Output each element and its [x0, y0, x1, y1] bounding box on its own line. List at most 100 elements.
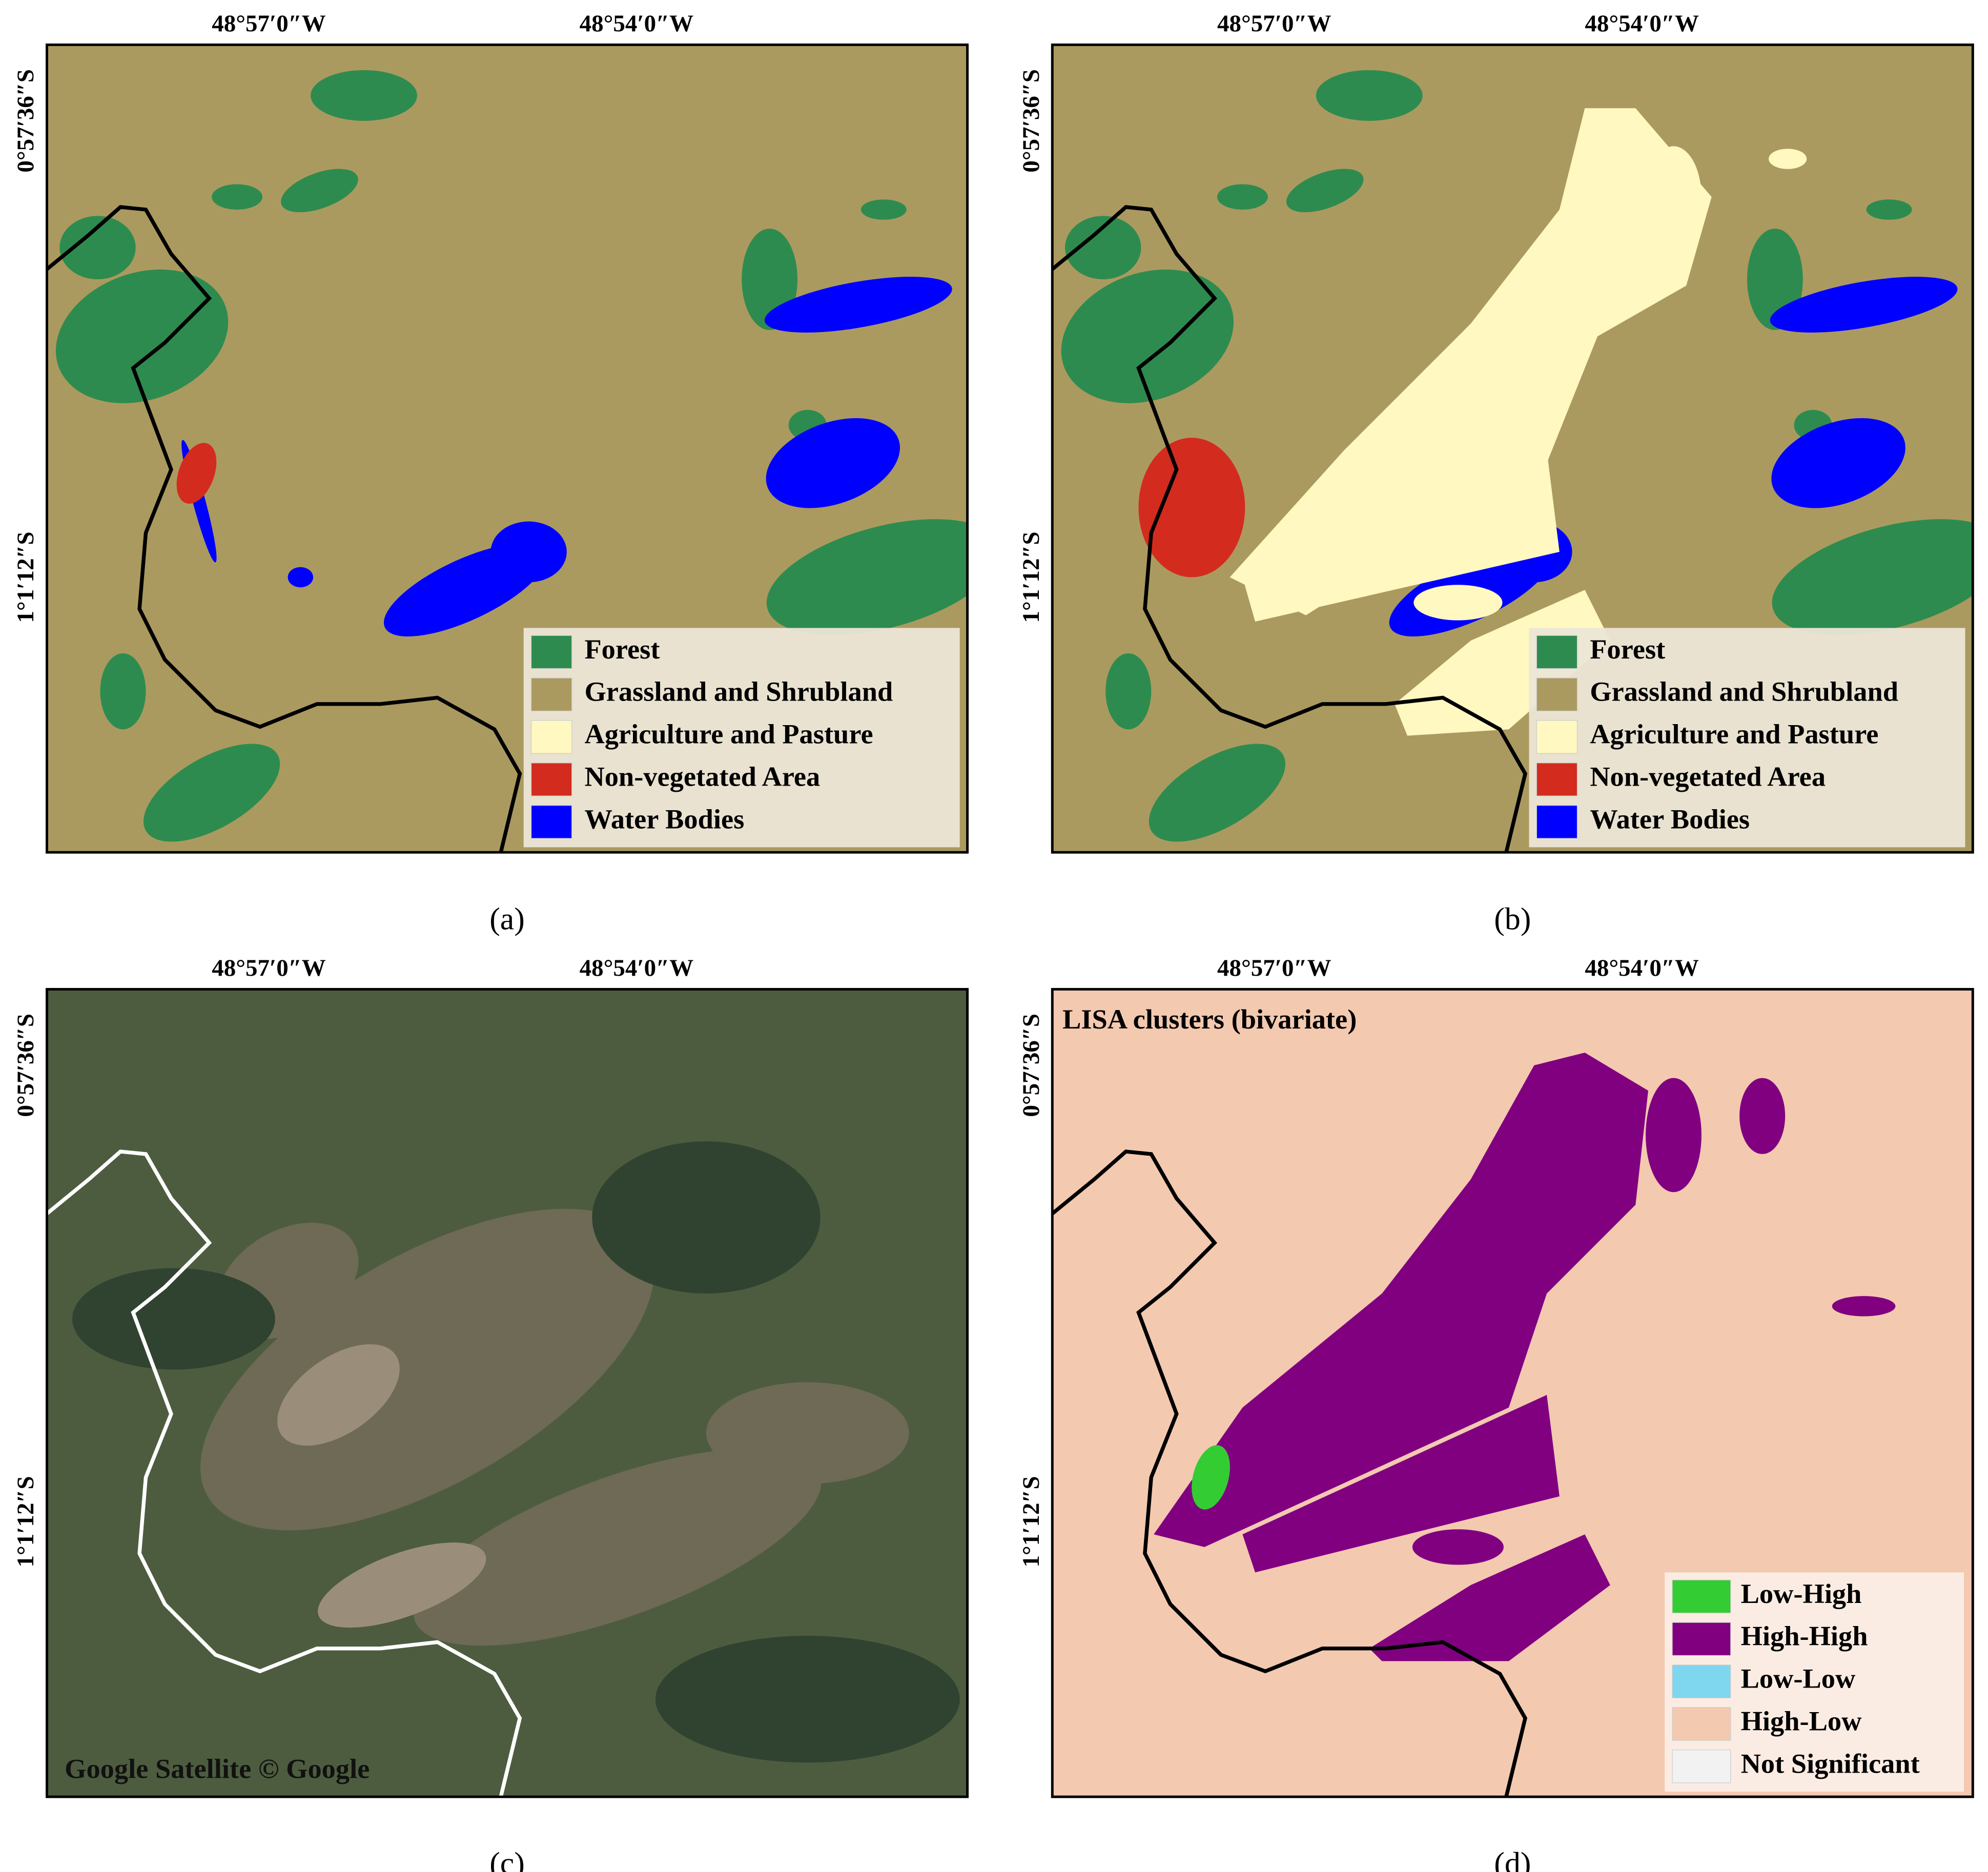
map-patch [318, 1542, 486, 1628]
legend-swatch [530, 720, 572, 754]
map-patch [764, 277, 952, 333]
legend-swatch [530, 805, 572, 839]
legend-swatch [1536, 635, 1578, 669]
legend-label: Forest [1590, 634, 1665, 665]
map-patch [1832, 1296, 1896, 1316]
map-patch [766, 519, 968, 635]
legend: Forest Grassland and Shrubland Agriculture… [1529, 628, 1965, 848]
x-coordinate-label: 48°57′0″W [212, 955, 325, 981]
map-patch [55, 269, 229, 403]
map-patch [277, 1344, 400, 1446]
panel-label: (d) [1494, 1846, 1531, 1872]
legend-box [523, 628, 960, 848]
map-patch [72, 1268, 275, 1370]
legend-label: Non-vegetated Area [584, 761, 820, 792]
map-patch [1772, 519, 1973, 635]
map-frame [1051, 988, 1974, 1798]
map-patch [281, 169, 358, 213]
y-coordinate-label: 0°57′36″S [12, 1014, 39, 1117]
y-coordinate-label: 1°1′12″S [12, 531, 39, 623]
map-patch [1646, 1078, 1702, 1192]
boundary-line [47, 1149, 522, 1797]
x-coordinate-label: 48°57′0″W [1217, 955, 1331, 981]
x-coordinate-label: 48°54′0″W [1585, 955, 1698, 981]
map-area [1229, 108, 1712, 615]
legend-label: High-High [1741, 1621, 1868, 1652]
legend-label: Low-Low [1741, 1663, 1856, 1694]
map-patch [1061, 269, 1234, 403]
legend-swatch [1672, 1622, 1731, 1656]
legend-label: Water Bodies [1590, 804, 1750, 834]
map-patch [1646, 146, 1702, 248]
map-patch [311, 70, 417, 121]
legend-label: Non-vegetated Area [1590, 761, 1826, 792]
legend-label: Agriculture and Pasture [1590, 719, 1878, 750]
x-coordinate-label: 48°54′0″W [580, 10, 693, 37]
panel-label: (a) [489, 901, 525, 936]
map-patch [288, 567, 314, 588]
map-patch [413, 1448, 822, 1646]
panel-label: (b) [1494, 901, 1531, 936]
y-coordinate-label: 0°57′36″S [1018, 69, 1044, 173]
map-patch [1217, 184, 1268, 210]
map-patch [176, 443, 217, 504]
map-patch [1770, 277, 1958, 333]
map-patch [1769, 149, 1807, 169]
map-patch [655, 1636, 960, 1763]
legend-label: Water Bodies [584, 804, 744, 834]
map-patch [1771, 418, 1905, 508]
x-coordinate-label: 48°54′0″W [580, 955, 693, 981]
map-patch [1065, 216, 1141, 280]
map-patch [490, 521, 567, 583]
legend-label: Not Significant [1741, 1748, 1920, 1779]
map-patch [1866, 199, 1912, 220]
x-coordinate-label: 48°54′0″W [1585, 10, 1698, 37]
legend-swatch [1672, 1750, 1731, 1783]
legend-swatch [530, 635, 572, 669]
x-coordinate-label: 48°57′0″W [212, 10, 325, 37]
legend: Low-High High-High Low-Low High-Low Not Sign… [1665, 1572, 1964, 1792]
map-area [1242, 1395, 1560, 1573]
legend-label: Agriculture and Pasture [584, 719, 873, 750]
map-patch [59, 216, 136, 280]
boundary-line [47, 205, 522, 853]
y-coordinate-label: 0°57′36″S [1018, 1014, 1044, 1117]
legend-swatch [1536, 805, 1578, 839]
map-frame [46, 988, 969, 1798]
y-coordinate-label: 1°1′12″S [1018, 531, 1044, 623]
legend-swatch [1672, 1579, 1731, 1614]
map-frame [46, 43, 969, 854]
map-patch [1316, 70, 1423, 121]
map-patch [144, 744, 280, 842]
map-panel [47, 45, 968, 853]
legend: Forest Grassland and Shrubland Agriculture… [523, 628, 960, 848]
attribution: Google Satellite © Google [65, 1753, 370, 1784]
map-area [1154, 1053, 1649, 1547]
map-patch [592, 1141, 821, 1294]
map-patch [100, 653, 146, 730]
x-coordinate-label: 48°57′0″W [1217, 10, 1331, 37]
boundary-line [1052, 205, 1527, 853]
map-patch [212, 184, 263, 210]
y-coordinate-label: 0°57′36″S [12, 69, 39, 173]
legend-swatch [1536, 763, 1578, 796]
map-patch [1412, 1529, 1504, 1565]
map-frame [1051, 43, 1974, 854]
legend-swatch [1536, 677, 1578, 712]
boundary-line [1052, 1149, 1527, 1797]
map-patch [766, 418, 900, 508]
map-patch [1138, 438, 1245, 578]
legend-swatch [1672, 1707, 1731, 1741]
map-title: LISA clusters (bivariate) [1062, 1004, 1357, 1035]
map-patch [200, 1208, 654, 1531]
map-area [1242, 450, 1560, 622]
map-patch [1105, 653, 1152, 730]
legend-label: Low-High [1741, 1578, 1862, 1609]
map-patch [1739, 1078, 1786, 1155]
legend-swatch [530, 677, 572, 712]
map-patch [1413, 585, 1503, 621]
map-patch [706, 1382, 909, 1484]
legend-box [1529, 628, 1965, 848]
map-area [1369, 1534, 1610, 1661]
